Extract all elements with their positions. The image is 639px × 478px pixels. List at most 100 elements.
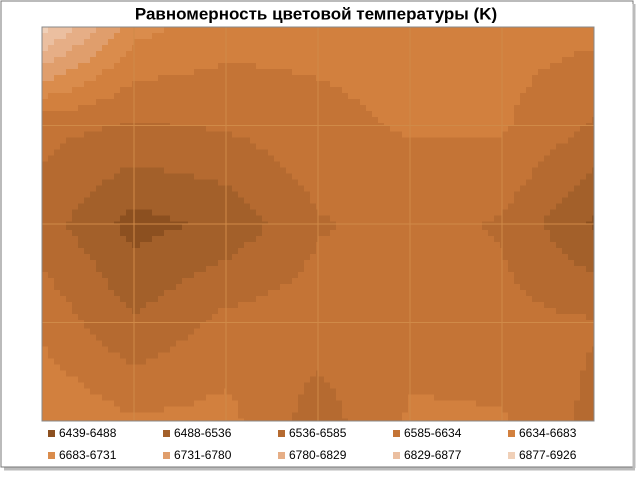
contour-cell: [544, 242, 551, 249]
contour-cell: [96, 150, 103, 157]
contour-cell: [146, 33, 153, 40]
contour-cell: [238, 117, 245, 124]
contour-cell: [336, 290, 343, 297]
contour-cell: [464, 266, 471, 273]
contour-cell: [84, 230, 91, 237]
contour-cell: [396, 174, 403, 181]
contour-cell: [54, 174, 61, 181]
contour-cell: [508, 81, 515, 88]
contour-cell: [556, 33, 563, 40]
contour-cell: [102, 27, 109, 34]
contour-cell: [292, 117, 299, 124]
contour-cell: [102, 192, 109, 199]
contour-cell: [54, 224, 61, 231]
contour-cell: [176, 138, 183, 145]
contour-cell: [538, 296, 545, 303]
contour-cell: [354, 230, 361, 237]
contour-cell: [520, 284, 527, 291]
contour-cell: [206, 236, 213, 243]
contour-cell: [274, 192, 281, 199]
contour-cell: [114, 224, 121, 231]
contour-cell: [446, 117, 453, 124]
contour-cell: [298, 138, 305, 145]
contour-cell: [200, 51, 207, 58]
contour-cell: [488, 186, 495, 193]
contour-cell: [410, 198, 417, 205]
contour-cell: [108, 254, 115, 261]
contour-cell: [232, 132, 239, 139]
contour-cell: [60, 138, 67, 145]
contour-cell: [152, 69, 159, 76]
contour-cell: [200, 156, 207, 163]
contour-cell: [336, 314, 343, 321]
contour-cell: [574, 254, 581, 261]
contour-cell: [42, 242, 49, 249]
contour-cell: [526, 111, 533, 118]
contour-cell: [170, 216, 177, 223]
contour-cell: [126, 105, 133, 112]
contour-cell: [574, 272, 581, 279]
contour-cell: [410, 192, 417, 199]
contour-cell: [170, 210, 177, 217]
contour-cell: [520, 93, 527, 100]
contour-cell: [244, 224, 251, 231]
contour-cell: [114, 314, 121, 321]
contour-cell: [200, 254, 207, 261]
contour-cell: [146, 99, 153, 106]
contour-cell: [212, 45, 219, 52]
contour-cell: [378, 248, 385, 255]
contour-cell: [488, 192, 495, 199]
contour-cell: [286, 314, 293, 321]
contour-cell: [206, 75, 213, 82]
contour-cell: [434, 198, 441, 205]
contour-cell: [194, 51, 201, 58]
contour-cell: [574, 180, 581, 187]
contour-cell: [440, 278, 447, 285]
contour-cell: [396, 180, 403, 187]
contour-cell: [238, 308, 245, 315]
contour-cell: [458, 254, 465, 261]
contour-cell: [176, 39, 183, 46]
contour-cell: [304, 174, 311, 181]
contour-cell: [330, 242, 337, 249]
contour-cell: [280, 290, 287, 297]
contour-cell: [286, 198, 293, 205]
contour-cell: [508, 51, 515, 58]
contour-cell: [410, 180, 417, 187]
contour-cell: [126, 224, 133, 231]
contour-cell: [164, 204, 171, 211]
contour-cell: [72, 341, 79, 348]
contour-cell: [574, 216, 581, 223]
contour-cell: [476, 302, 483, 309]
contour-cell: [402, 230, 409, 237]
contour-cell: [120, 353, 127, 360]
contour-cell: [550, 126, 557, 133]
contour-cell: [200, 174, 207, 181]
contour-cell: [434, 168, 441, 175]
contour-cell: [238, 248, 245, 255]
contour-cell: [342, 290, 349, 297]
contour-cell: [464, 216, 471, 223]
contour-cell: [520, 210, 527, 217]
contour-cell: [452, 272, 459, 279]
contour-cell: [218, 39, 225, 46]
contour-cell: [440, 156, 447, 163]
contour-cell: [348, 105, 355, 112]
contour-cell: [354, 81, 361, 88]
contour-cell: [336, 174, 343, 181]
contour-cell: [120, 162, 127, 169]
contour-cell: [532, 99, 539, 106]
contour-cell: [140, 230, 147, 237]
contour-cell: [292, 224, 299, 231]
contour-cell: [396, 314, 403, 321]
contour-cell: [336, 75, 343, 82]
contour-cell: [212, 204, 219, 211]
contour-cell: [188, 186, 195, 193]
contour-cell: [396, 284, 403, 291]
contour-cell: [526, 260, 533, 267]
contour-cell: [562, 99, 569, 106]
contour-cell: [544, 186, 551, 193]
contour-cell: [348, 314, 355, 321]
contour-cell: [274, 156, 281, 163]
contour-cell: [232, 216, 239, 223]
